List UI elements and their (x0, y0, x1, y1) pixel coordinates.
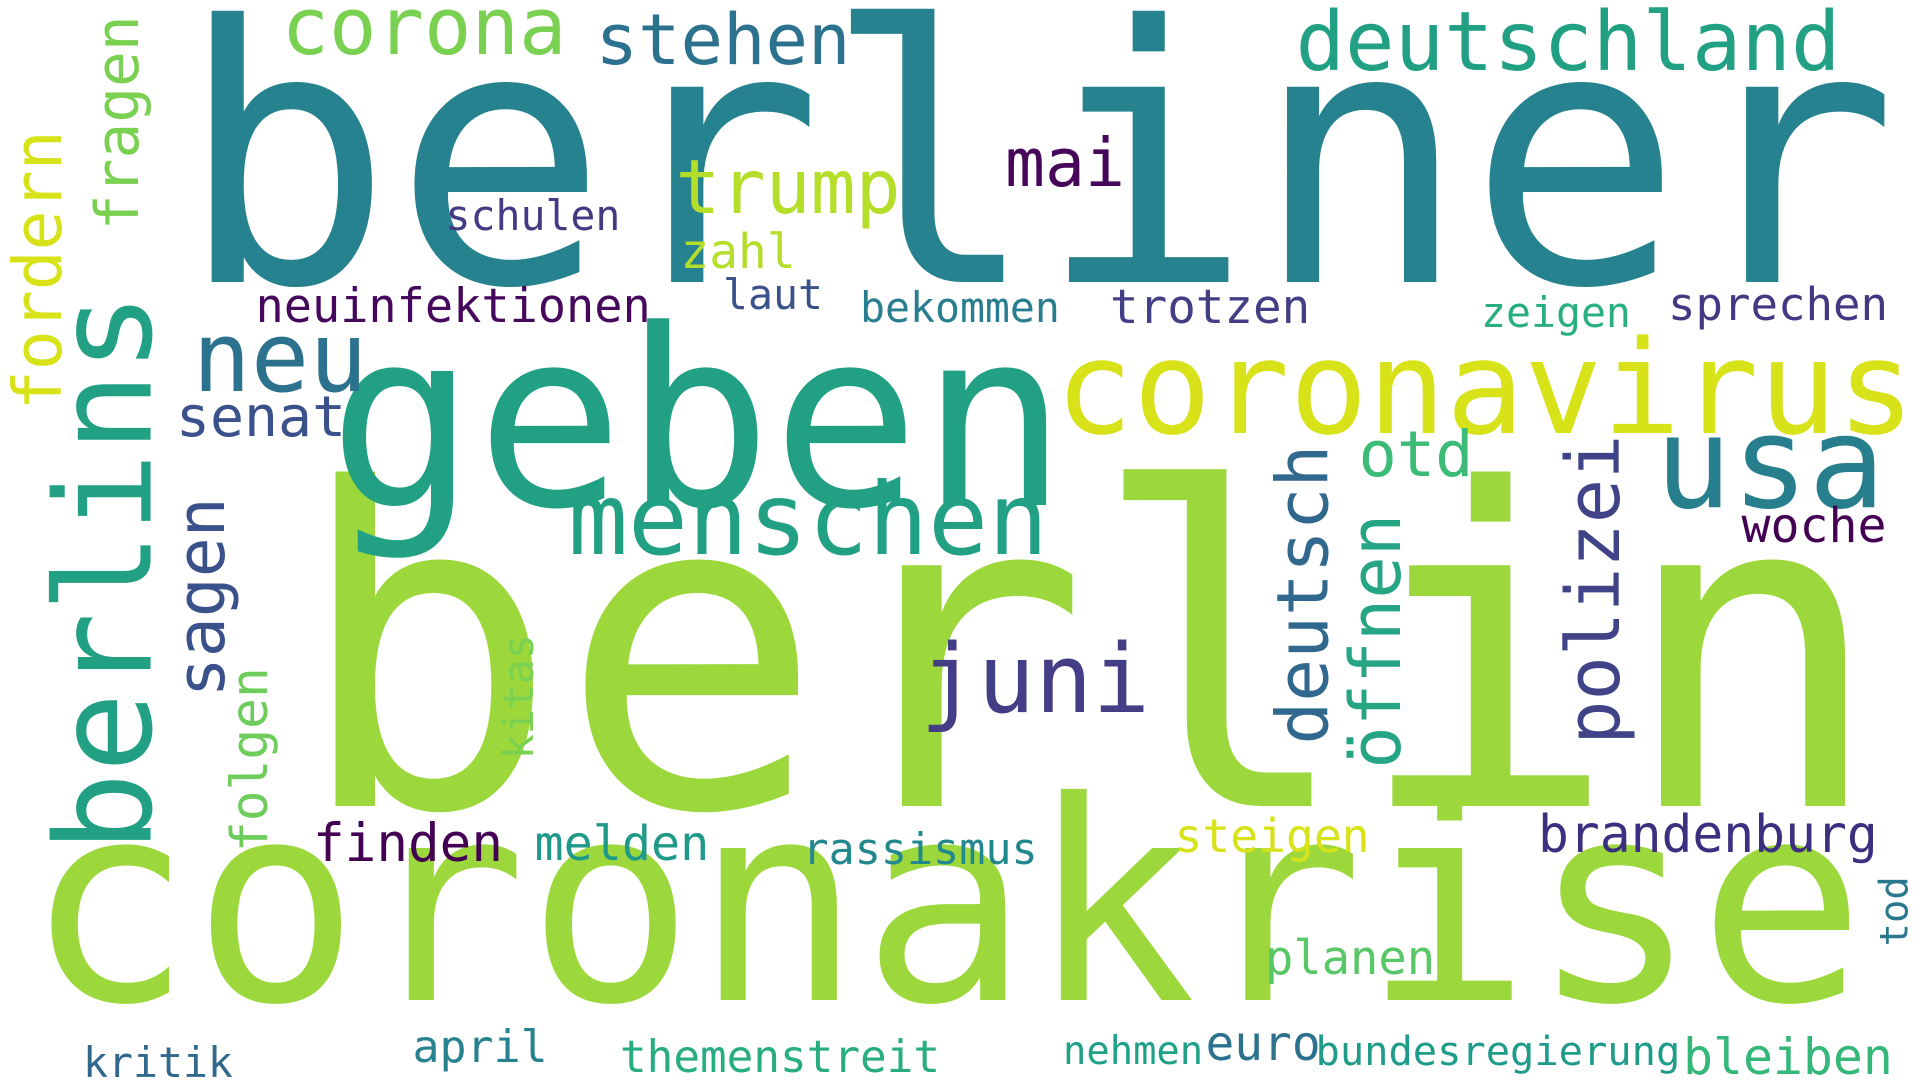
word-stehen: stehen (595, 0, 851, 81)
word-steigen: steigen (1174, 808, 1370, 863)
word-tod: tod (1872, 875, 1918, 946)
word-planen: planen (1265, 930, 1436, 986)
word-bekommen: bekommen (860, 283, 1060, 333)
word-euro: euro (1205, 1017, 1321, 1073)
word-kritik: kritik (83, 1038, 233, 1080)
word-sprechen: sprechen (1668, 278, 1889, 332)
word-schulen: schulen (445, 191, 621, 241)
word-melden: melden (534, 815, 710, 872)
word-usa: usa (1655, 390, 1886, 539)
word-deutsch: deutsch (1261, 444, 1345, 745)
word-berlin: berlin (294, 396, 1885, 910)
word-otd: otd (1358, 418, 1474, 493)
word-polizei: polizei (1552, 434, 1638, 745)
word-themenstreit: themenstreit (620, 1031, 941, 1080)
word-berliner: berliner (178, 0, 1898, 368)
word-mai: mai (1005, 123, 1125, 202)
word-bundesregierung: bundesregierung (1315, 1026, 1681, 1075)
word-zeigen: zeigen (1481, 288, 1631, 338)
word-folgen: folgen (219, 667, 280, 853)
word-kitas: kitas (493, 634, 543, 760)
word-trotzen: trotzen (1110, 280, 1311, 336)
word-deutschland: deutschland (1295, 0, 1841, 90)
word-brandenburg: brandenburg (1538, 805, 1878, 866)
word-finden: finden (313, 812, 503, 874)
word-neu: neu (192, 300, 368, 414)
word-senat: senat (176, 384, 347, 450)
word-geben: geben (328, 277, 1068, 564)
word-coronavirus: coronavirus (1055, 312, 1916, 465)
word-oeffnen: öffnen (1333, 513, 1417, 769)
word-fragen: fragen (83, 15, 153, 231)
word-zahl: zahl (680, 225, 796, 281)
word-trump: trump (675, 143, 901, 231)
word-woche: woche (1741, 497, 1887, 554)
word-menschen: menschen (568, 461, 1049, 579)
word-april: april (412, 1019, 548, 1073)
word-nehmen: nehmen (1063, 1028, 1204, 1074)
word-laut: laut (723, 270, 823, 320)
word-corona: corona (281, 0, 567, 73)
word-coronakrise: coronakrise (25, 742, 1866, 1067)
word-neuinfektionen: neuinfektionen (255, 278, 651, 334)
word-bleiben: bleiben (1683, 1028, 1893, 1080)
word-rassismus: rassismus (802, 825, 1038, 876)
word-fordern: fordern (0, 130, 77, 410)
word-juni: juni (920, 623, 1150, 736)
